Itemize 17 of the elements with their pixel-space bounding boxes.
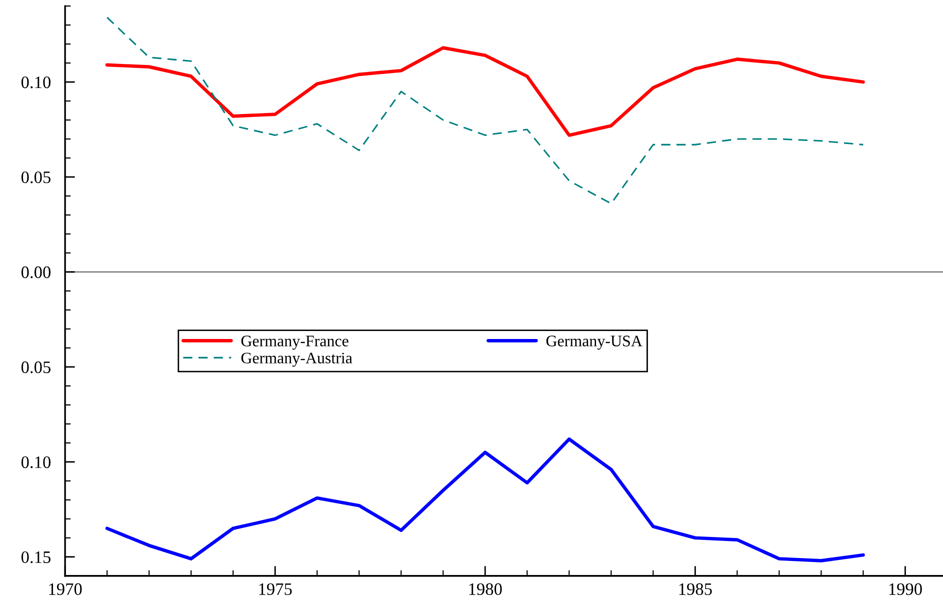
x-tick-label: 1975 [259, 583, 292, 596]
x-tick-label: 1990 [889, 583, 922, 596]
x-tick-label: 1980 [469, 583, 502, 596]
y-tick-label: 0.10 [21, 76, 51, 88]
y-tick-label: 0.05 [21, 171, 50, 184]
legend-label: Germany-USA [546, 336, 642, 350]
legend-label: Germany-Austria [241, 352, 352, 367]
legend-label: Germany-France [241, 336, 348, 350]
line-series [105, 437, 865, 562]
line-series [106, 16, 864, 204]
line-series [105, 46, 865, 137]
y-tick-label: 0.10 [21, 456, 51, 468]
x-tick-label: 1985 [679, 583, 712, 596]
y-tick-label: 0.05 [21, 361, 50, 374]
y-tick-label: 0.15 [21, 551, 50, 564]
y-tick-label: 0.00 [21, 266, 51, 278]
x-tick-label: 1970 [49, 583, 82, 596]
